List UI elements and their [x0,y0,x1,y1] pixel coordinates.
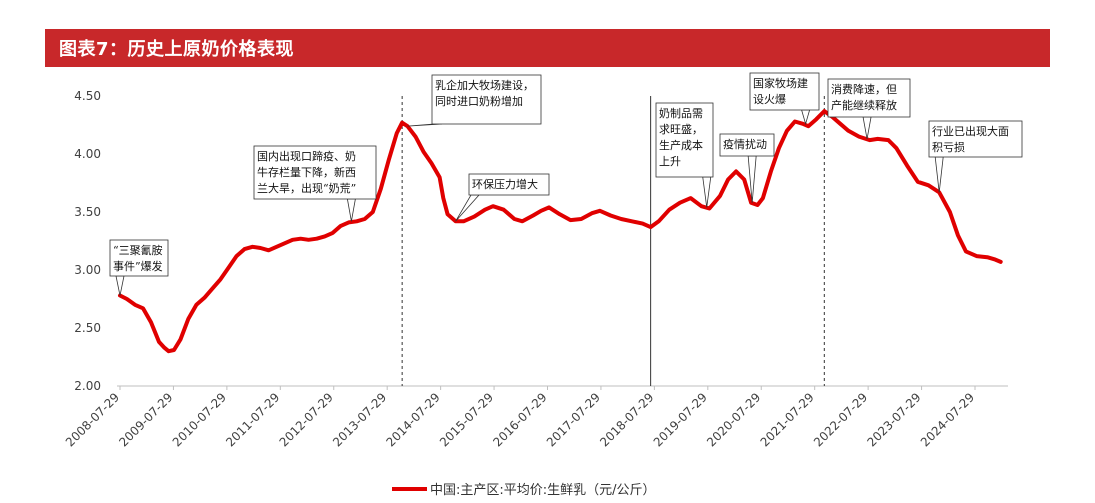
x-tick-label: 2024-07-29 [918,390,977,449]
y-tick-label: 4.00 [74,147,101,161]
y-tick-label: 2.00 [74,379,101,393]
x-tick-label: 2016-07-29 [490,390,549,449]
annotation-box [655,102,714,178]
annotation-box [468,173,550,196]
x-tick-label: 2020-07-29 [704,390,763,449]
x-tick-label: 2011-07-29 [223,390,282,449]
x-tick-label: 2018-07-29 [597,390,656,449]
x-tick-label: 2013-07-29 [330,390,389,449]
y-tick-label: 4.50 [74,89,101,103]
annotation-box [431,74,542,125]
annotation-text: 生产成本 [659,138,703,152]
annotation-text: 产能继续释放 [831,98,897,112]
legend-label: 中国:主产区:平均价:生鲜乳（元/公斤） [430,483,656,498]
annotation-text: 行业已出现大面 [932,124,1009,138]
annotation-text: 事件”爆发 [113,259,163,273]
annotation-text: 国家牧场建 [753,76,808,90]
annotation-text: 同时进口奶粉增加 [435,94,523,108]
annotation-text: 上升 [659,155,681,168]
annotation-text: “三聚氰胺 [113,243,163,257]
annotation-text: 求旺盛， [659,122,703,136]
annotation-pointer [115,275,125,296]
annotation-text: 积亏损 [932,140,965,154]
annotation-text: 奶制品需 [659,106,703,120]
annotation-box [827,78,911,118]
y-tick-label: 2.50 [74,321,101,335]
annotation-box [928,120,1023,158]
x-tick-label: 2009-07-29 [116,390,175,449]
annotation-pointer [934,156,944,193]
x-tick-label: 2017-07-29 [544,390,603,449]
annotation-box [719,133,775,157]
annotation-text: 环保压力增大 [472,177,538,191]
x-tick-label: 2023-07-29 [864,390,923,449]
x-tick-label: 2015-07-29 [437,390,496,449]
annotation-box [749,72,820,111]
x-tick-label: 2022-07-29 [811,390,870,449]
annotation-text: 消费降速，但 [831,82,897,96]
annotation-pointer [862,116,872,139]
annotation-text: 国内出现口蹄疫、奶 [257,149,356,163]
annotation-text: 兰大旱，出现“奶荒” [257,181,356,195]
annotation-text: 疫情扰动 [723,137,767,151]
annotation-box [109,239,169,277]
y-tick-label: 3.00 [74,263,101,277]
annotation-text: 设火爆 [753,92,786,106]
annotation-text: 乳企加大牧场建设， [435,78,534,92]
x-tick-label: 2010-07-29 [170,390,229,449]
annotation-text: 牛存栏量下降，新西 [257,165,356,179]
header-title: 图表7：历史上原奶价格表现 [59,39,295,60]
x-tick-label: 2012-07-29 [277,390,336,449]
series-line-price [118,109,1003,354]
annotation-pointer [702,176,712,208]
section-header: 图表7：历史上原奶价格表现 [45,29,1050,67]
annotation-box [253,145,377,200]
x-tick-label: 2008-07-29 [63,390,122,449]
x-tick-label: 2019-07-29 [651,390,710,449]
x-tick-label: 2021-07-29 [758,390,817,449]
annotation-pointer [346,198,356,222]
y-tick-label: 3.50 [74,205,101,219]
x-tick-label: 2014-07-29 [384,390,443,449]
